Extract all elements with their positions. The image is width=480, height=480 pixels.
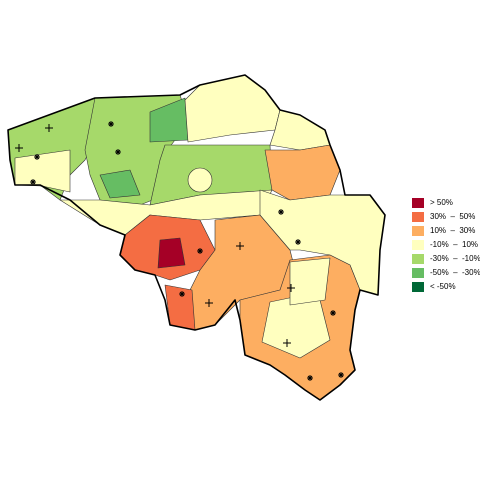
star-marker	[30, 121, 344, 381]
region	[289, 257, 331, 306]
legend: > 50% 30% – 50% 10% – 30% -10% – 10% -30% – …	[412, 198, 480, 292]
legend-swatch	[412, 282, 424, 292]
legend-label: > 50%	[430, 198, 453, 207]
legend-label: 10% – 30%	[430, 226, 475, 235]
legend-swatch	[412, 240, 424, 250]
legend-swatch	[412, 254, 424, 264]
legend-swatch	[412, 212, 424, 222]
plus-marker	[15, 124, 295, 347]
legend-swatch	[412, 198, 424, 208]
legend-label: -30% – -10%	[430, 254, 480, 263]
region	[264, 144, 341, 201]
legend-label: < -50%	[430, 282, 456, 291]
legend-label: -10% – 10%	[430, 240, 478, 249]
region	[14, 149, 71, 193]
legend-label: 30% – 50%	[430, 212, 475, 221]
regions	[7, 74, 386, 401]
region	[157, 237, 186, 269]
legend-swatch	[412, 268, 424, 278]
markers	[15, 121, 344, 381]
legend-label: -50% – -30%	[430, 268, 480, 277]
legend-swatch	[412, 226, 424, 236]
country-border	[7, 74, 386, 401]
region	[187, 167, 213, 193]
region	[269, 109, 331, 151]
region	[99, 169, 141, 199]
